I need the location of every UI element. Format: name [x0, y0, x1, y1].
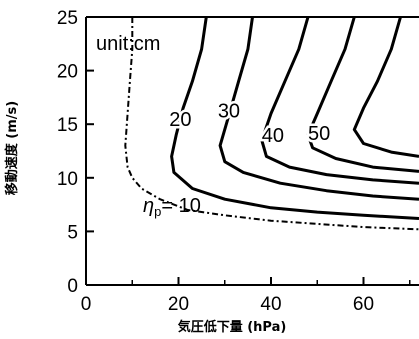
plot-frame: [85, 16, 419, 286]
contour-line-30: [218, 16, 419, 201]
x-tick-label: 0: [81, 294, 92, 315]
x-tick-label: 40: [260, 294, 281, 315]
y-tick-label: 10: [57, 169, 78, 190]
contour-line-40: [260, 16, 419, 185]
x-axis-ticks: 0 20 40 60: [81, 277, 411, 315]
contour-line-50: [306, 16, 419, 173]
contour-label: 20: [169, 109, 191, 131]
eta-symbol: η: [143, 195, 154, 217]
contour-label: 30: [218, 100, 240, 122]
contour-line-10: [124, 17, 419, 231]
eta-equals: = 10: [161, 195, 200, 217]
contour-labels: 20 30 40 50: [167, 98, 333, 150]
contour-line-20: [170, 16, 419, 220]
eta-label: ηp= 10: [143, 195, 201, 219]
contour-lines: [124, 16, 419, 231]
x-tick-label: 60: [353, 294, 374, 315]
y-tick-label: 0: [67, 276, 78, 297]
y-axis-title: 移動速度 (m/s): [4, 101, 20, 195]
x-axis-title: 気圧低下量 (hPa): [178, 319, 287, 335]
y-tick-label: 15: [57, 115, 78, 136]
contour-label: 40: [262, 125, 284, 147]
contour-label: 50: [308, 123, 330, 145]
x-tick-label: 20: [168, 294, 189, 315]
unit-annotation: unit:cm: [96, 33, 160, 55]
y-axis-ticks: 0 5 10 15 20 25: [57, 8, 94, 297]
y-tick-label: 25: [57, 8, 78, 29]
eta-subscript: p: [154, 204, 161, 219]
y-tick-label: 5: [67, 222, 78, 243]
contour-line-edge: [352, 16, 419, 158]
y-tick-label: 20: [57, 62, 78, 83]
